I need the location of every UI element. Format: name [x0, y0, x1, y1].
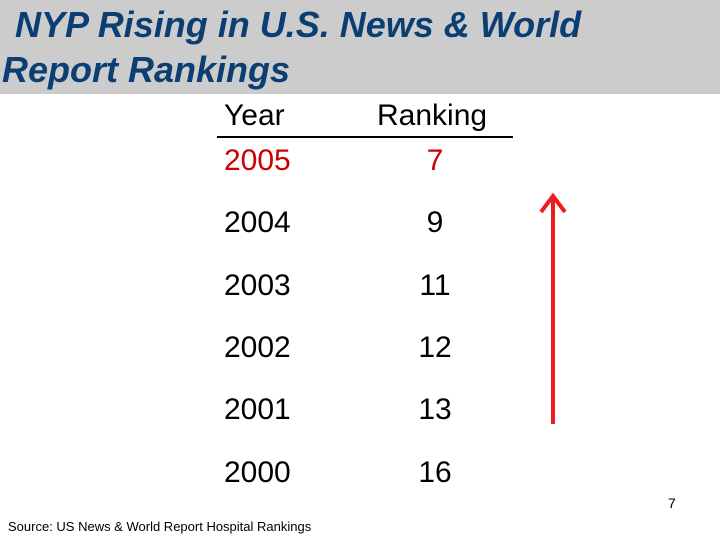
table-row-2003: 2003 11: [0, 268, 720, 304]
row-year: 2000: [224, 456, 291, 489]
table-row-2004: 2004 9: [0, 205, 720, 241]
row-rank: 12: [418, 331, 452, 364]
row-rank: 9: [426, 206, 444, 239]
up-arrow-icon: [539, 192, 567, 424]
arrow-head: [539, 192, 567, 214]
column-header-year: Year: [224, 99, 285, 132]
column-header-ranking: Ranking: [377, 99, 488, 132]
slide-title: NYP Rising in U.S. News & World Report R…: [2, 2, 581, 92]
row-year: 2002: [224, 331, 291, 364]
row-rank: 16: [418, 456, 452, 489]
row-year: 2004: [224, 206, 291, 239]
row-year: 2005: [224, 144, 291, 177]
source-note: Source: US News & World Report Hospital …: [8, 519, 312, 534]
title-bar: NYP Rising in U.S. News & World Report R…: [0, 0, 720, 94]
table-row-2001: 2001 13: [0, 392, 720, 428]
table-row-2002: 2002 12: [0, 330, 720, 366]
slide-title-line-1: NYP Rising in U.S. News & World: [15, 4, 582, 45]
header-divider: [217, 136, 513, 138]
row-year: 2001: [224, 393, 291, 426]
row-rank: 7: [426, 144, 444, 177]
row-year: 2003: [224, 269, 291, 302]
row-rank: 11: [419, 269, 451, 302]
table-row-2000: 2000 16: [0, 455, 720, 491]
table-row-2005: 2005 7: [0, 143, 720, 179]
row-rank: 13: [418, 393, 452, 426]
page-number: 7: [668, 495, 676, 511]
slide-title-line-2: Report Rankings: [2, 49, 291, 90]
